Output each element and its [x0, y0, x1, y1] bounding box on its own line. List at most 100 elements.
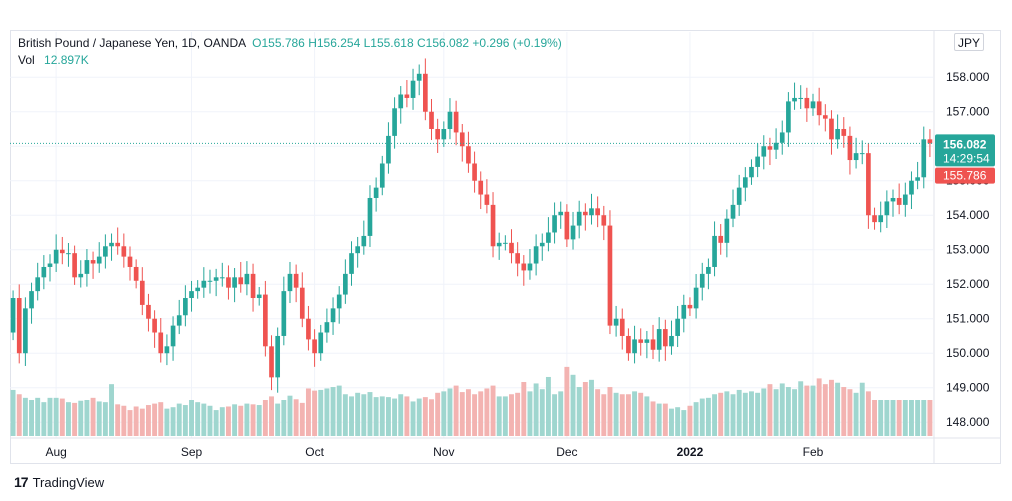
volume-bar	[841, 387, 847, 436]
candle-body	[503, 242, 508, 244]
tradingview-logo-icon[interactable]: 17	[14, 474, 29, 490]
volume-bar	[158, 402, 164, 436]
candle-body	[429, 111, 434, 129]
candle-body	[626, 335, 631, 354]
candle	[570, 211, 576, 250]
brand-name[interactable]: TradingView	[32, 474, 105, 490]
candle-body	[410, 80, 416, 98]
volume-bar	[305, 388, 311, 436]
volume-bar	[576, 387, 582, 436]
volume-bar	[656, 403, 662, 436]
candle-body	[804, 97, 810, 109]
volume-bar	[459, 392, 465, 436]
volume-bar	[527, 391, 533, 436]
candle	[10, 290, 16, 341]
candle	[921, 126, 927, 189]
volume-bar	[613, 392, 619, 436]
candle-body	[724, 218, 730, 243]
volume-bar	[859, 382, 865, 436]
price-tick-label: 158.000	[946, 70, 990, 84]
volume-bar	[829, 379, 834, 436]
volume-bar	[644, 396, 650, 436]
candle-body	[718, 235, 724, 243]
candle	[644, 330, 650, 359]
volume-bar	[687, 405, 693, 436]
candle-body	[170, 325, 176, 347]
volume-bar	[53, 397, 59, 436]
candle	[232, 268, 237, 303]
candle	[786, 92, 791, 147]
candle	[121, 233, 127, 268]
candle	[761, 135, 767, 170]
volume-bar	[410, 401, 416, 436]
open-value: O155.786	[252, 36, 305, 50]
volume-bar	[225, 406, 231, 436]
candle-body	[121, 246, 127, 257]
candle	[792, 82, 797, 110]
volume-bar	[72, 402, 78, 436]
volume-bar	[41, 402, 47, 436]
candle	[127, 246, 133, 281]
candle	[527, 249, 533, 280]
price-tick-label: 150.000	[946, 346, 990, 360]
candle	[170, 316, 176, 361]
candle	[23, 297, 28, 366]
time-axis: Aug Sep Oct Nov Dec 2022 Feb	[45, 445, 823, 459]
volume-label[interactable]: Vol	[18, 53, 35, 67]
candle-body	[693, 287, 699, 309]
candle-body	[115, 242, 121, 247]
grid-lines	[10, 31, 1000, 463]
volume-bar	[78, 400, 84, 436]
candle	[804, 87, 810, 122]
candle-body	[330, 308, 336, 323]
volume-bar	[718, 392, 724, 436]
candle	[373, 177, 379, 212]
candle	[927, 129, 933, 158]
price-tick-label: 151.000	[946, 312, 990, 326]
candle-body	[238, 277, 244, 285]
candle	[139, 267, 145, 316]
candle-body	[810, 101, 816, 109]
candle-body	[706, 266, 711, 274]
volume-bar	[96, 401, 102, 436]
candle	[724, 209, 730, 258]
candle	[816, 87, 822, 126]
volume-bar	[865, 391, 871, 436]
candle	[103, 234, 108, 269]
candle	[915, 161, 920, 190]
candle	[589, 193, 594, 225]
high-value: H156.254	[308, 36, 361, 50]
volume-bar	[164, 408, 170, 436]
candle-body	[201, 280, 207, 288]
volume-bar	[232, 404, 238, 436]
symbol-label[interactable]: British Pound / Japanese Yen, 1D, OANDA	[18, 36, 247, 50]
candle	[902, 182, 908, 217]
volume-bar	[730, 394, 736, 436]
candle	[72, 245, 77, 285]
volume-bar	[115, 404, 121, 436]
candle-body	[878, 215, 884, 223]
candle-body	[10, 298, 16, 333]
candle-body	[644, 339, 650, 343]
volume-bar	[761, 388, 767, 436]
candle-body	[90, 260, 96, 264]
candle-body	[312, 339, 317, 354]
volume-bar	[139, 408, 145, 436]
volume-bar	[145, 405, 151, 436]
candle	[256, 286, 262, 306]
last-price-tag-bg	[935, 134, 995, 167]
candle	[638, 328, 644, 356]
candle	[416, 64, 422, 96]
volume-bar	[742, 392, 748, 436]
volume-bar	[170, 407, 176, 436]
volume-bar	[705, 397, 711, 436]
volume-bar	[47, 397, 53, 436]
candle-body	[219, 277, 225, 279]
candle	[16, 284, 22, 364]
candle-body	[404, 94, 410, 98]
candle	[133, 259, 139, 289]
volume-bar	[779, 383, 785, 436]
candle-body	[281, 291, 287, 336]
currency-badge[interactable]: JPY	[954, 33, 984, 51]
